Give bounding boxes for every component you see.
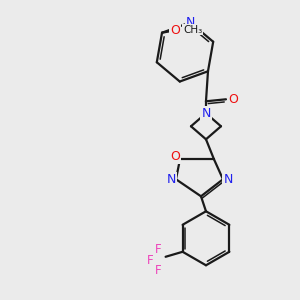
Text: F: F xyxy=(155,243,162,256)
Text: CH₃: CH₃ xyxy=(183,25,202,35)
Text: O: O xyxy=(228,93,238,106)
Text: N: N xyxy=(166,173,176,186)
Text: N: N xyxy=(185,16,195,29)
Text: N: N xyxy=(223,173,233,186)
Text: F: F xyxy=(155,264,162,277)
Text: N: N xyxy=(201,107,211,120)
Text: F: F xyxy=(147,254,154,267)
Text: O: O xyxy=(170,150,180,163)
Text: O: O xyxy=(170,24,180,37)
